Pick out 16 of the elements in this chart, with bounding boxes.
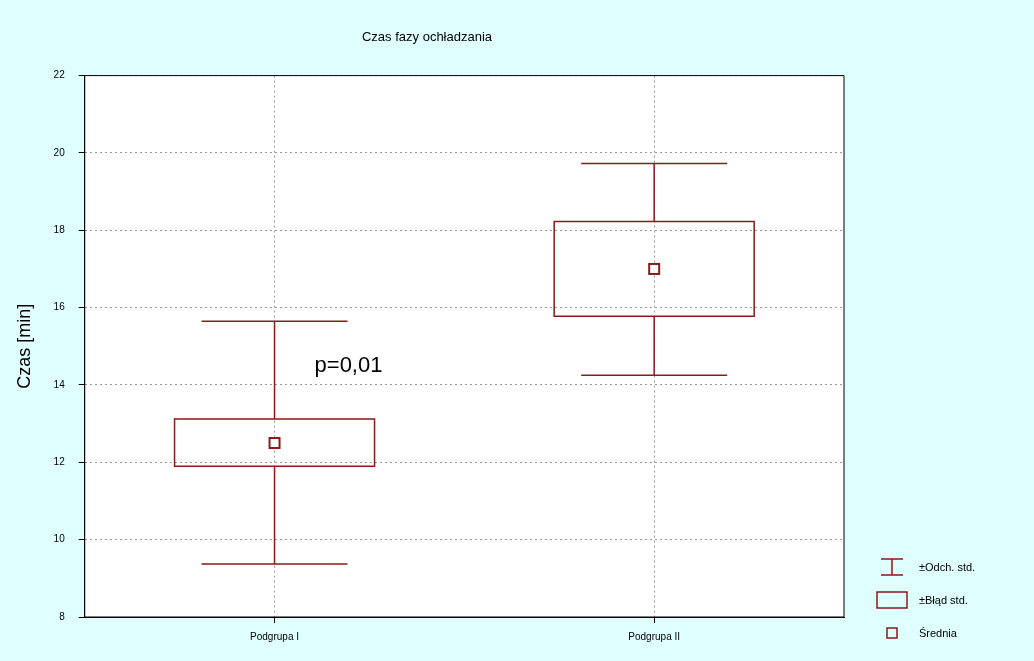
y-axis-title: Czas [min] bbox=[13, 303, 34, 389]
y-tick-label: 16 bbox=[53, 301, 66, 313]
y-tick-label: 22 bbox=[53, 69, 66, 81]
x-tick-label: Podgrupa II bbox=[628, 630, 681, 642]
text: Średnia bbox=[919, 626, 957, 639]
y-tick-label: 20 bbox=[53, 146, 66, 158]
text: ±Błąd std. bbox=[919, 593, 968, 606]
y-tick-label: 8 bbox=[59, 610, 66, 622]
x-tick-label: Podgrupa I bbox=[250, 630, 300, 642]
text: ±Odch. std. bbox=[919, 560, 976, 573]
y-tick-label: 18 bbox=[53, 224, 66, 236]
y-tick-label: 12 bbox=[53, 456, 66, 468]
annotation: p=0,01 bbox=[314, 352, 383, 378]
chart-title: Czas fazy ochładzania bbox=[361, 29, 493, 45]
y-tick-label: 10 bbox=[53, 533, 66, 545]
y-tick-label: 14 bbox=[53, 378, 66, 390]
